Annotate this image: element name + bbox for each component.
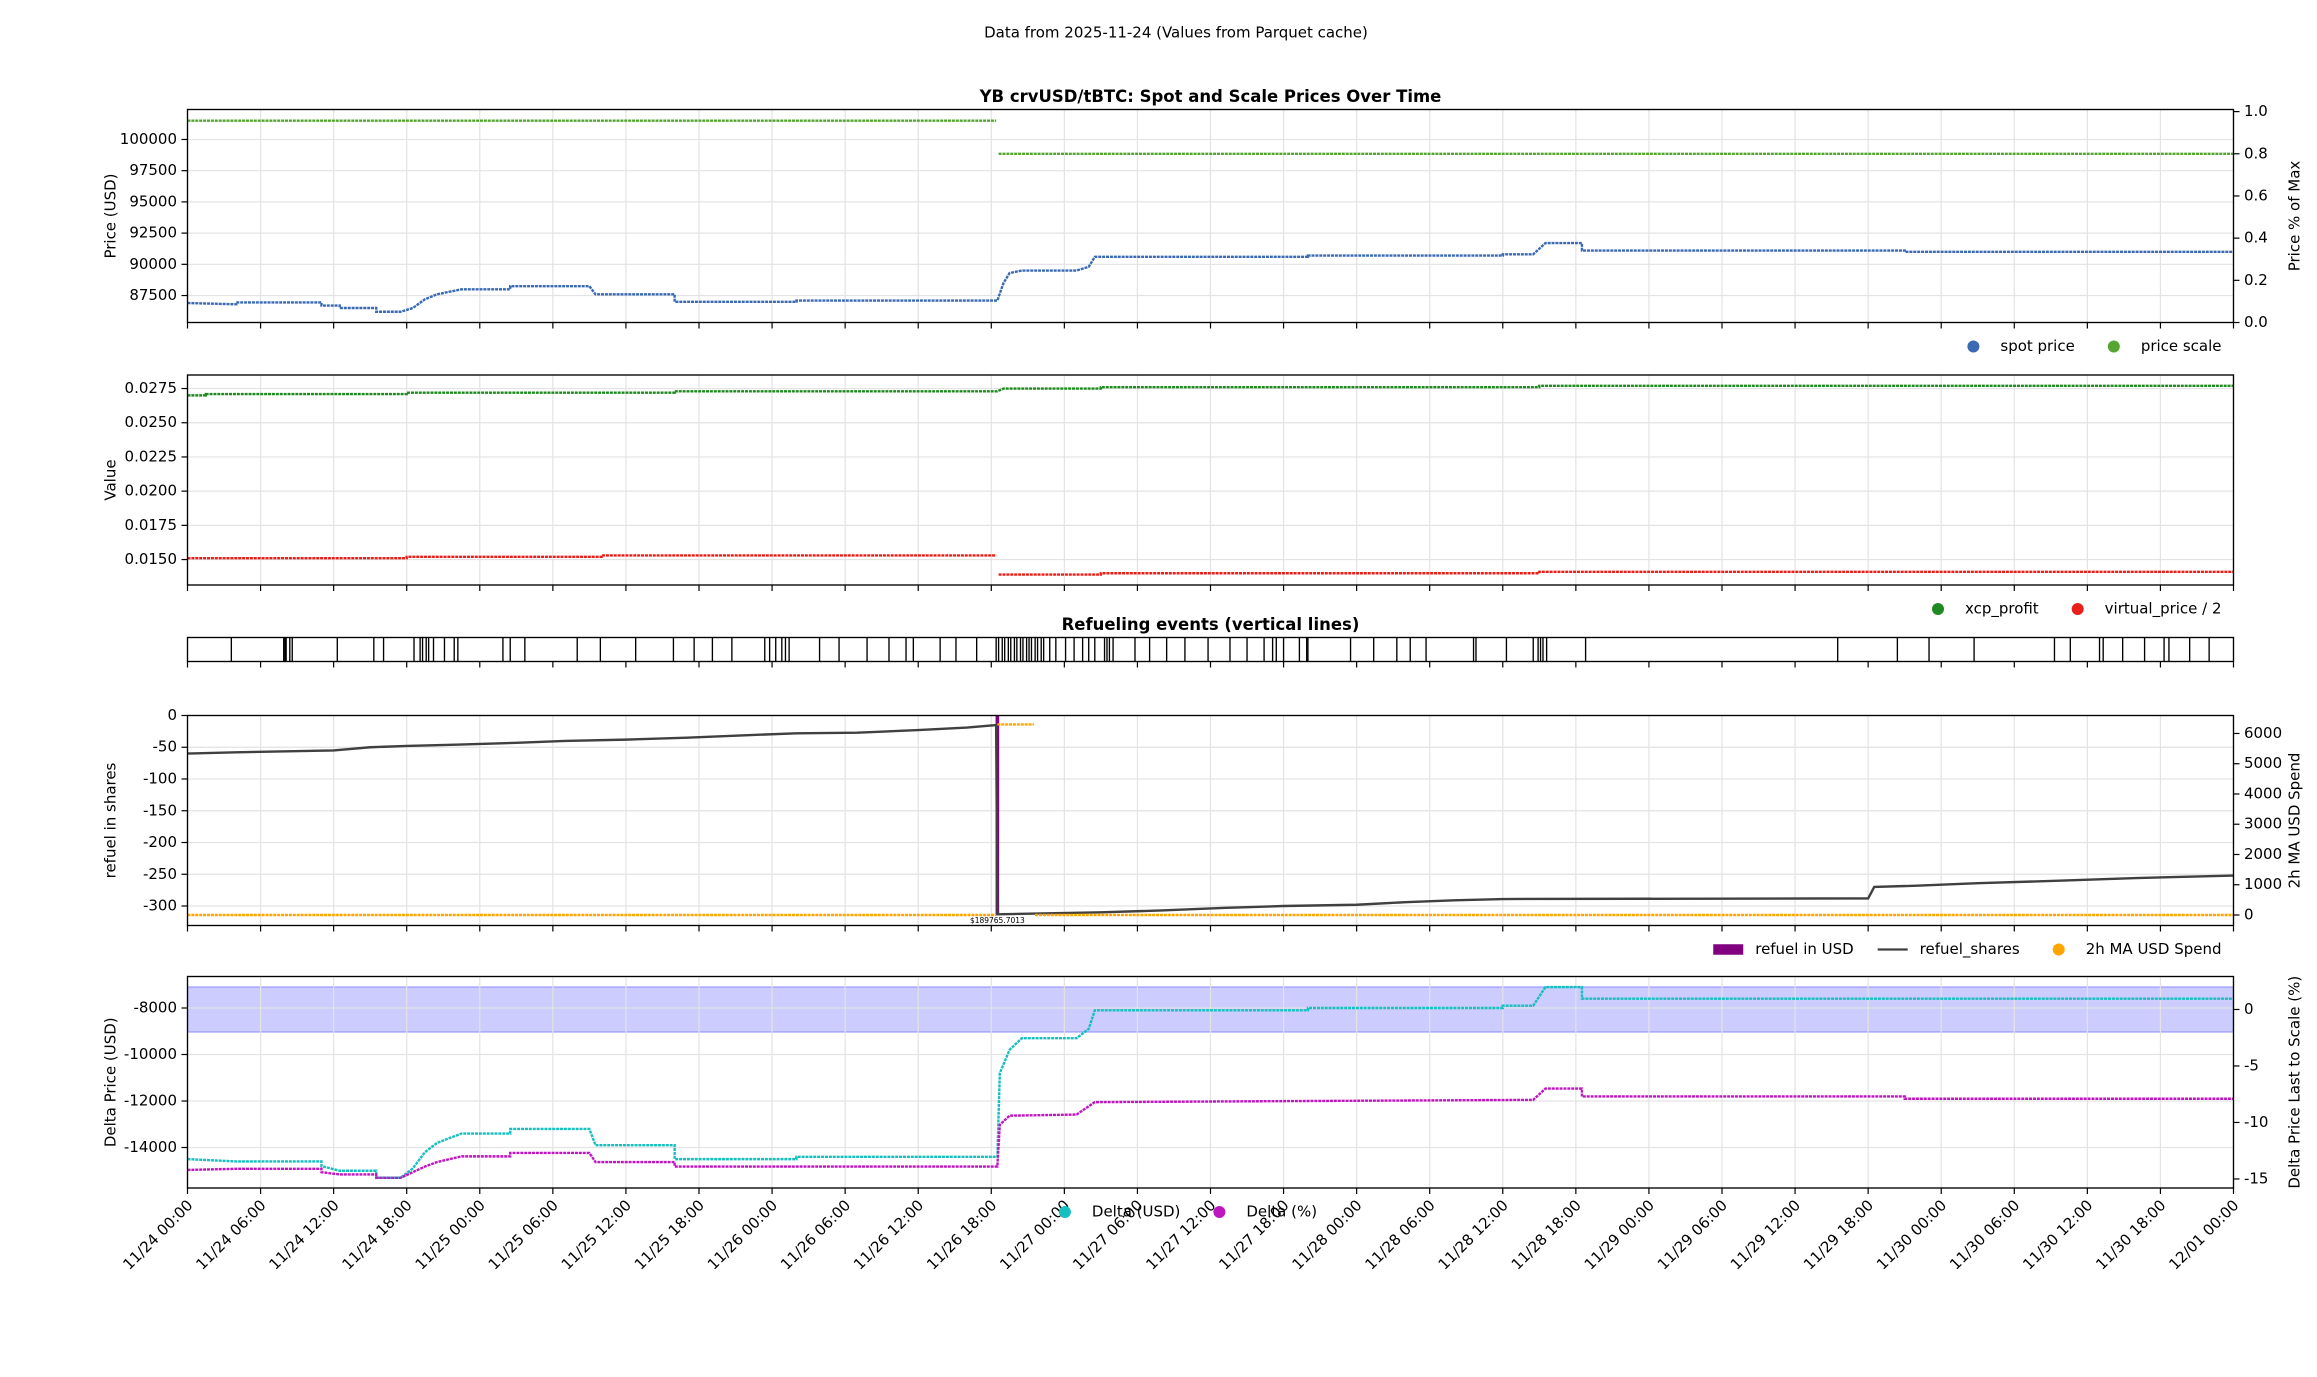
y-tick-label: 92500 — [129, 224, 177, 242]
series-line — [187, 554, 997, 560]
y2-axis-label: Delta Price Last to Scale (%) — [2285, 976, 2303, 1189]
y-axis-label: Value — [101, 459, 119, 500]
y-tick-label: 0.0175 — [125, 516, 177, 534]
y2-tick-label: 0.0 — [2244, 313, 2268, 331]
legend-label: refuel in USD — [1755, 940, 1853, 958]
axes-frame — [186, 714, 2235, 927]
chart-title: YB crvUSD/tBTC: Spot and Scale Prices Ov… — [979, 87, 1442, 106]
y-axis-label: refuel in shares — [101, 762, 119, 878]
y-tick-label: 0.0275 — [125, 379, 177, 397]
y-tick-label: 97500 — [129, 161, 177, 179]
y2-tick-label: 3000 — [2244, 815, 2282, 833]
y2-tick-label: 1.0 — [2244, 102, 2268, 120]
legend-item: refuel_shares — [1877, 940, 2020, 959]
legend-swatch — [1967, 340, 1980, 353]
legend-item: spot price — [1967, 337, 2075, 355]
legend-swatch — [1713, 944, 1744, 955]
axes-frame — [186, 108, 2235, 324]
y2-tick-label: 6000 — [2244, 724, 2282, 742]
y2-tick-label: -10 — [2244, 1113, 2268, 1131]
y-tick-label: -10000 — [124, 1045, 177, 1063]
legend-swatch — [2071, 603, 2084, 616]
legend-item: 2h MA USD Spend — [2052, 940, 2222, 958]
plot-area — [187, 715, 2234, 926]
legend-swatch — [1932, 603, 1945, 616]
series-line — [187, 384, 2234, 397]
y2-tick-label: 0.2 — [2244, 271, 2268, 289]
legend-item: Delta (USD) — [1058, 1202, 1180, 1220]
axes-frame — [186, 374, 2235, 586]
legend-label: Delta (%) — [1246, 1202, 1317, 1220]
legend-swatch — [2107, 340, 2120, 353]
legend-item: refuel in USD — [1713, 940, 1854, 958]
y2-tick-label: 1000 — [2244, 875, 2282, 893]
series-line — [187, 723, 2234, 916]
y2-tick-label: 0.4 — [2244, 229, 2268, 247]
y2-tick-label: 0.6 — [2244, 186, 2268, 204]
y-tick-label: 0.0150 — [125, 550, 177, 568]
plot-area — [187, 976, 2234, 1188]
legend-item: price scale — [2107, 337, 2222, 355]
y2-tick-label: 5000 — [2244, 754, 2282, 772]
legend-label: refuel_shares — [1920, 940, 2020, 959]
y-tick-label: -14000 — [124, 1138, 177, 1156]
legend-item: virtual_price / 2 — [2071, 600, 2222, 619]
legend-item: xcp_profit — [1932, 600, 2039, 619]
y-tick-label: 100000 — [120, 130, 177, 148]
y-tick-label: -150 — [143, 801, 177, 819]
legend-swatch — [1058, 1205, 1071, 1218]
y2-axis-label: Price % of Max — [2285, 161, 2303, 272]
y-tick-label: -250 — [143, 865, 177, 883]
legend-label: spot price — [2000, 337, 2074, 355]
legend-swatch — [2052, 943, 2065, 956]
y2-tick-label: -5 — [2244, 1056, 2259, 1074]
y2-axis-label: 2h MA USD Spend — [2285, 753, 2303, 889]
y-tick-label: 0 — [167, 706, 177, 724]
chart-title: Refueling events (vertical lines) — [1062, 615, 1360, 634]
legend-label: Delta (USD) — [1092, 1202, 1180, 1220]
y-tick-label: -300 — [143, 897, 177, 915]
data-label: $189765.7013 — [970, 916, 1025, 925]
plot-area — [230, 637, 2210, 662]
series-line — [187, 985, 2234, 1179]
legend-label: virtual_price / 2 — [2105, 600, 2222, 619]
y2-tick-label: 0 — [2244, 906, 2254, 924]
y2-tick-label: 0.8 — [2244, 144, 2268, 162]
y2-tick-label: -15 — [2244, 1169, 2268, 1187]
y-tick-label: -8000 — [133, 999, 177, 1017]
series-line — [187, 1087, 2234, 1180]
y-tick-label: -50 — [153, 738, 177, 756]
legend-label: 2h MA USD Spend — [2086, 940, 2222, 958]
y-tick-label: 0.0200 — [125, 482, 177, 500]
y-axis-label: Price (USD) — [101, 173, 119, 258]
y-tick-label: 0.0225 — [125, 447, 177, 465]
y-tick-label: 0.0250 — [125, 413, 177, 431]
series-line — [187, 241, 2234, 313]
y-tick-label: 87500 — [129, 286, 177, 304]
y2-tick-label: 4000 — [2244, 784, 2282, 802]
axes-frame — [186, 975, 2235, 1189]
figure-title: Data from 2025-11-24 (Values from Parque… — [984, 24, 1368, 42]
y-tick-label: 90000 — [129, 255, 177, 273]
y-tick-label: -12000 — [124, 1091, 177, 1109]
legend-label: price scale — [2141, 337, 2222, 355]
y2-tick-label: 0 — [2244, 1000, 2254, 1018]
y-tick-label: 95000 — [129, 192, 177, 210]
plot-area — [187, 375, 2234, 586]
y-tick-label: -200 — [143, 833, 177, 851]
legend-label: xcp_profit — [1965, 600, 2039, 619]
y-tick-label: -100 — [143, 770, 177, 788]
plot-area — [187, 109, 2234, 323]
y-axis-label: Delta Price (USD) — [101, 1017, 119, 1147]
series-line — [998, 570, 2234, 576]
legend-swatch — [1213, 1205, 1226, 1218]
legend-item: Delta (%) — [1213, 1202, 1317, 1220]
axes-frame — [186, 636, 2235, 663]
y2-tick-label: 2000 — [2244, 845, 2282, 863]
